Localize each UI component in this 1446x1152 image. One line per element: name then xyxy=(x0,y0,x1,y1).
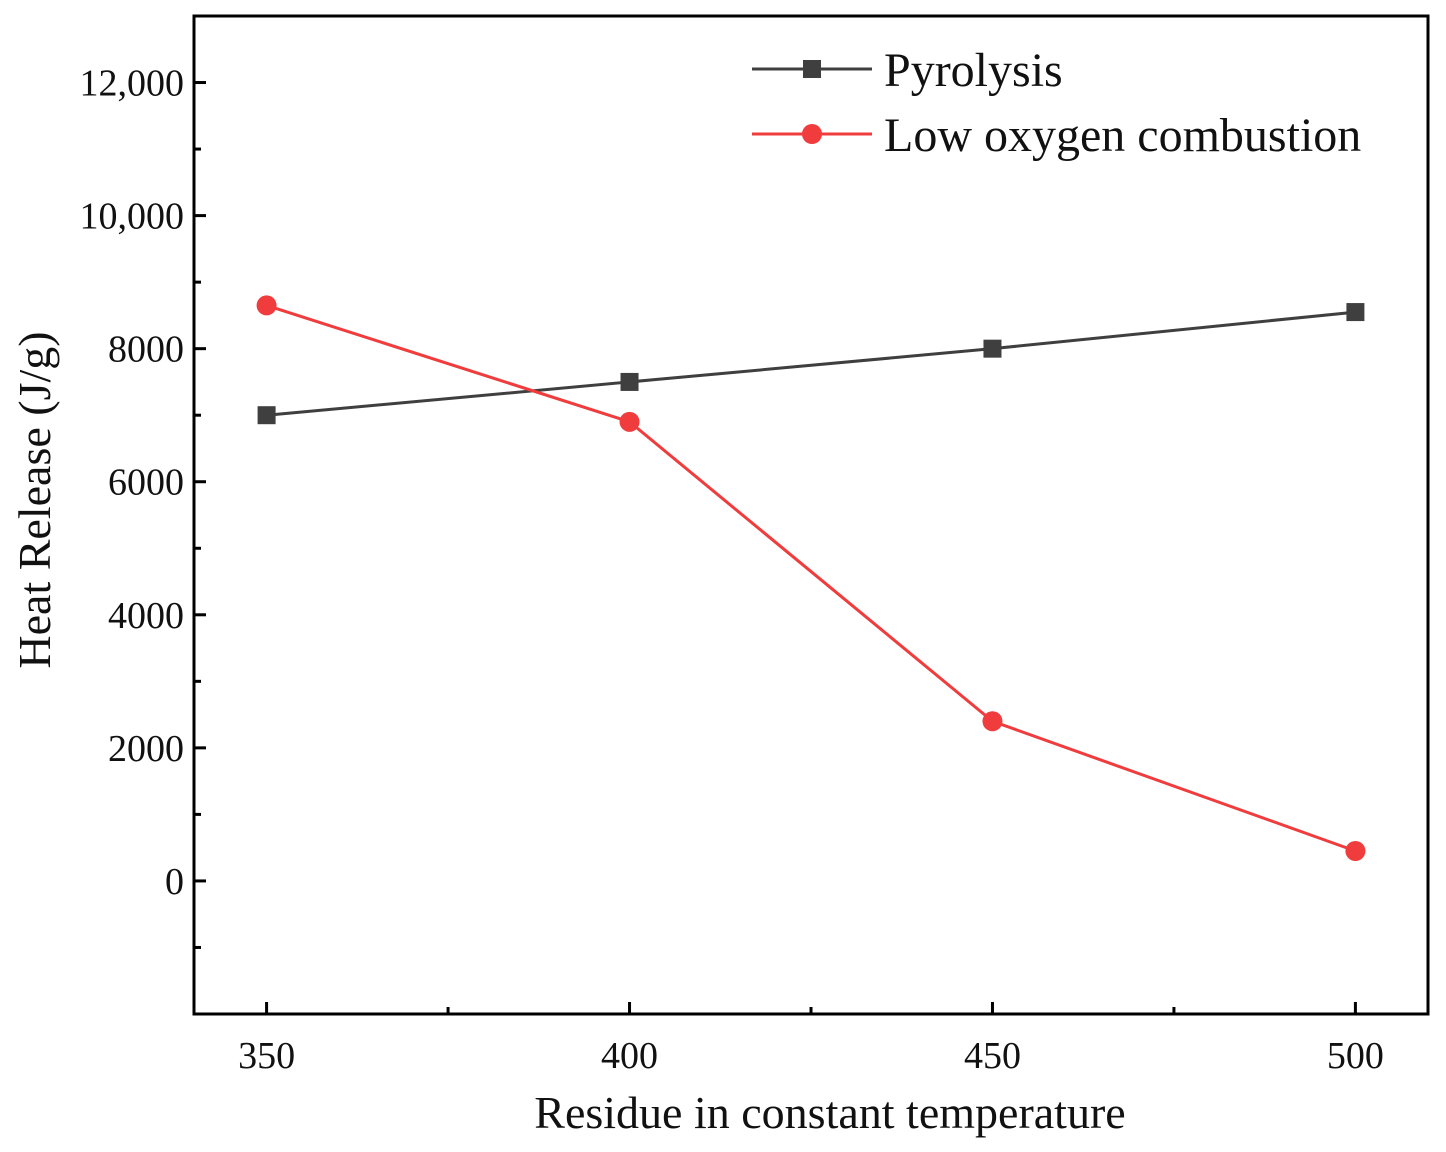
legend-marker-low-oxygen-combustion xyxy=(802,124,822,144)
y-tick-label: 12,000 xyxy=(80,63,185,105)
y-tick-label: 2000 xyxy=(108,728,184,770)
y-tick-label: 10,000 xyxy=(80,196,185,238)
y-tick-label: 4000 xyxy=(108,595,184,637)
series-layer xyxy=(256,295,1366,861)
data-point-pyrolysis xyxy=(1346,303,1365,322)
y-tick-label: 8000 xyxy=(108,329,184,371)
legend-marker-pyrolysis xyxy=(803,60,821,78)
y-tick-label: 6000 xyxy=(108,462,184,504)
x-tick-label: 350 xyxy=(238,1035,295,1077)
y-axis: 0 2000 4000 6000 8000 10,000 12,000 xyxy=(80,63,206,949)
x-tick-label: 400 xyxy=(601,1035,658,1077)
legend-label-pyrolysis: Pyrolysis xyxy=(884,44,1063,97)
legend: Pyrolysis Low oxygen combustion xyxy=(752,44,1361,162)
x-tick-label: 500 xyxy=(1327,1035,1384,1077)
data-point-pyrolysis xyxy=(620,372,639,391)
series-line-pyrolysis xyxy=(266,310,1356,417)
legend-label-low-oxygen-combustion: Low oxygen combustion xyxy=(884,109,1361,162)
x-axis-title: Residue in constant temperature xyxy=(534,1087,1125,1138)
data-point-low-oxygen-combustion xyxy=(619,411,640,432)
x-axis: 350 400 450 500 xyxy=(238,1002,1384,1077)
data-point-pyrolysis xyxy=(983,339,1002,358)
x-tick-label: 450 xyxy=(964,1035,1021,1077)
y-axis-title: Heat Release (J/g) xyxy=(9,331,60,668)
series-line-low-oxygen-combustion xyxy=(266,303,1356,853)
data-point-pyrolysis xyxy=(257,406,276,425)
y-tick-label: 0 xyxy=(165,861,184,903)
data-point-low-oxygen-combustion xyxy=(982,711,1003,732)
data-point-low-oxygen-combustion xyxy=(1345,840,1366,861)
data-point-low-oxygen-combustion xyxy=(256,295,277,316)
plot-frame xyxy=(192,14,1430,1016)
